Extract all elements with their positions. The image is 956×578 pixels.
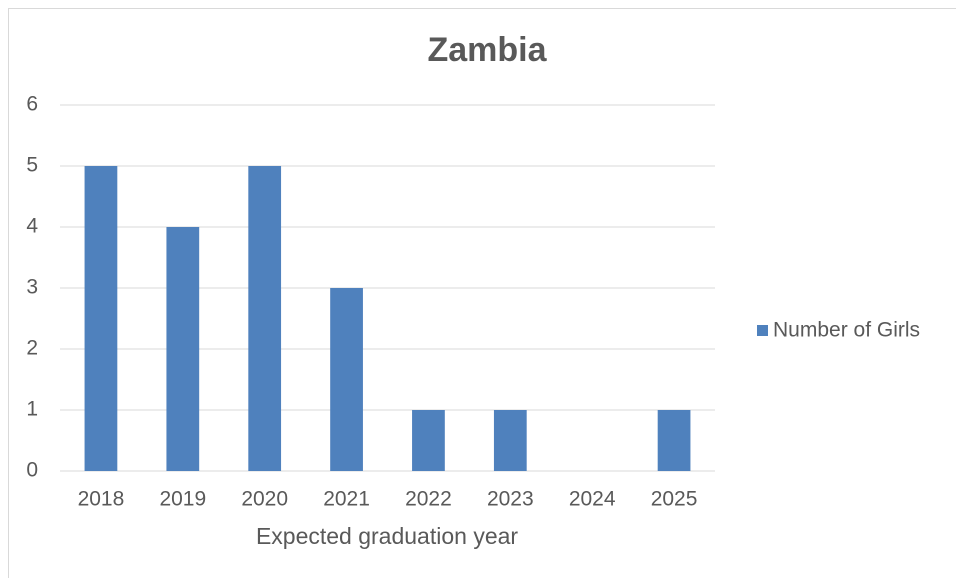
legend-label: Number of Girls bbox=[773, 319, 920, 342]
y-tick-label: 6 bbox=[26, 93, 38, 116]
bar bbox=[412, 410, 445, 471]
x-axis-label: Expected graduation year bbox=[256, 523, 518, 549]
bar bbox=[657, 410, 691, 471]
chart-title: Zambia bbox=[427, 31, 547, 69]
legend-swatch bbox=[757, 325, 768, 336]
x-tick-label: 2018 bbox=[78, 488, 125, 511]
x-tick-label: 2025 bbox=[651, 488, 698, 511]
x-tick-label: 2023 bbox=[487, 488, 534, 511]
bar bbox=[248, 166, 282, 471]
y-tick-label: 2 bbox=[26, 337, 38, 360]
y-tick-label: 0 bbox=[26, 459, 38, 482]
y-tick-label: 1 bbox=[26, 398, 38, 421]
chart-border bbox=[8, 8, 956, 578]
y-tick-label: 5 bbox=[26, 154, 38, 177]
bar bbox=[330, 288, 363, 471]
y-tick-label: 3 bbox=[26, 276, 38, 299]
bar bbox=[166, 227, 200, 471]
x-tick-label: 2019 bbox=[159, 488, 206, 511]
bar bbox=[493, 410, 527, 471]
x-tick-label: 2024 bbox=[569, 488, 616, 511]
x-tick-label: 2020 bbox=[241, 488, 288, 511]
y-tick-label: 4 bbox=[26, 215, 38, 238]
x-tick-label: 2021 bbox=[323, 488, 370, 511]
bar bbox=[84, 166, 118, 471]
x-tick-label: 2022 bbox=[405, 488, 452, 511]
